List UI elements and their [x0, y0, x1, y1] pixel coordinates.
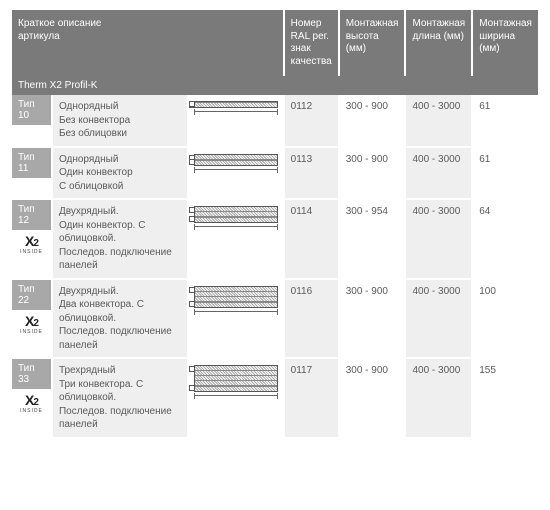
value-ral: 0117: [285, 359, 338, 383]
header-height: Монтажная высота (мм): [339, 10, 406, 76]
description: Двухрядный.Один конвектор. С облицовкой.…: [53, 200, 187, 278]
description: ТрехрядныйТри конвектора. С облицовкой.П…: [53, 359, 187, 437]
value-l: 400 - 3000: [406, 280, 471, 304]
type-label: Тип 10: [12, 95, 51, 125]
header-length: Монтажная длина (мм): [405, 10, 472, 76]
value-h: 300 - 900: [340, 280, 405, 304]
section-row: Therm X2 Profil-K: [12, 76, 538, 95]
radiator-diagram-icon: [189, 95, 283, 121]
value-ral: 0116: [285, 280, 338, 304]
value-h: 300 - 900: [340, 359, 405, 383]
header-ral: Номер RAL рег. знак качества: [284, 10, 339, 76]
x2-badge-icon: X2INSIDE: [12, 312, 51, 339]
value-ral: 0114: [285, 200, 338, 224]
header-desc: Краткое описаниеартикула: [12, 10, 284, 76]
type-label: Тип 33: [12, 359, 51, 389]
type-label: Тип 12: [12, 200, 51, 230]
radiator-diagram-icon: [189, 200, 283, 236]
header-width: Монтажная ширина (мм): [472, 10, 538, 76]
value-l: 400 - 3000: [406, 359, 471, 383]
value-h: 300 - 954: [340, 200, 405, 224]
table-row: Тип 22X2INSIDEДвухрядный.Два конвектора.…: [12, 279, 538, 359]
value-l: 400 - 3000: [406, 200, 471, 224]
radiator-diagram-icon: [189, 280, 283, 321]
table-row: Тип 12X2INSIDEДвухрядный.Один конвектор.…: [12, 199, 538, 279]
radiator-diagram-icon: [189, 148, 283, 179]
value-w: 61: [473, 95, 538, 119]
value-w: 64: [473, 200, 538, 224]
spec-table: Краткое описаниеартикула Номер RAL рег. …: [12, 10, 538, 439]
description: Двухрядный.Два конвектора. С облицовкой.…: [53, 280, 187, 358]
value-h: 300 - 900: [340, 148, 405, 172]
value-l: 400 - 3000: [406, 148, 471, 172]
value-ral: 0113: [285, 148, 338, 172]
value-w: 61: [473, 148, 538, 172]
type-label: Тип 11: [12, 148, 51, 178]
description: ОднорядныйБез конвектораБез облицовки: [53, 95, 187, 146]
table-row: Тип 11ОднорядныйОдин конвекторС облицовк…: [12, 147, 538, 200]
type-label: Тип 22: [12, 280, 51, 310]
section-title: Therm X2 Profil-K: [12, 76, 538, 95]
value-w: 155: [473, 359, 538, 383]
header-row: Краткое описаниеартикула Номер RAL рег. …: [12, 10, 538, 76]
value-ral: 0112: [285, 95, 338, 119]
description: ОднорядныйОдин конвекторС облицовкой: [53, 148, 187, 199]
x2-badge-icon: X2INSIDE: [12, 232, 51, 259]
value-h: 300 - 900: [340, 95, 405, 119]
radiator-diagram-icon: [189, 359, 283, 405]
value-l: 400 - 3000: [406, 95, 471, 119]
x2-badge-icon: X2INSIDE: [12, 391, 51, 418]
value-w: 100: [473, 280, 538, 304]
table-row: Тип 33X2INSIDEТрехрядныйТри конвектора. …: [12, 358, 538, 438]
table-row: Тип 10ОднорядныйБез конвектораБез облицо…: [12, 95, 538, 147]
